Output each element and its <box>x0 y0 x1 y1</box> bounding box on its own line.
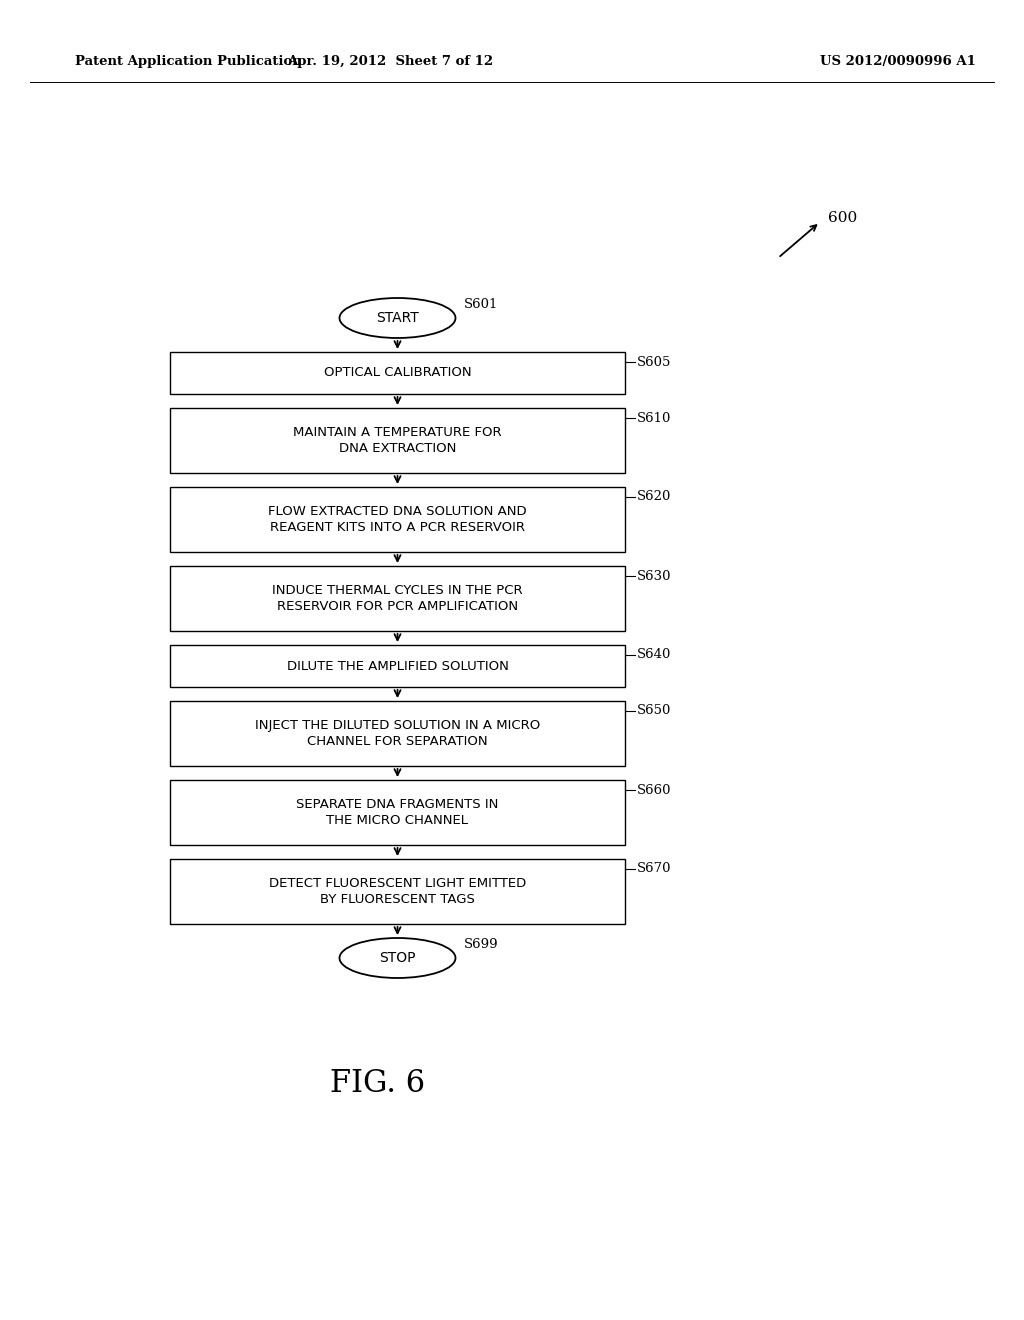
Text: S610: S610 <box>637 412 672 425</box>
Text: S670: S670 <box>637 862 672 875</box>
Text: 600: 600 <box>828 211 857 224</box>
Text: US 2012/0090996 A1: US 2012/0090996 A1 <box>820 55 976 69</box>
Text: S699: S699 <box>464 937 498 950</box>
Bar <box>170 645 625 686</box>
Bar <box>170 408 625 473</box>
Bar <box>170 487 625 552</box>
Text: Apr. 19, 2012  Sheet 7 of 12: Apr. 19, 2012 Sheet 7 of 12 <box>287 55 494 69</box>
Text: FLOW EXTRACTED DNA SOLUTION AND
REAGENT KITS INTO A PCR RESERVOIR: FLOW EXTRACTED DNA SOLUTION AND REAGENT … <box>268 504 526 535</box>
Text: S660: S660 <box>637 784 672 796</box>
Text: STOP: STOP <box>379 950 416 965</box>
Text: FIG. 6: FIG. 6 <box>330 1068 425 1098</box>
Text: Patent Application Publication: Patent Application Publication <box>75 55 302 69</box>
Text: INDUCE THERMAL CYCLES IN THE PCR
RESERVOIR FOR PCR AMPLIFICATION: INDUCE THERMAL CYCLES IN THE PCR RESERVO… <box>272 583 523 614</box>
Text: DILUTE THE AMPLIFIED SOLUTION: DILUTE THE AMPLIFIED SOLUTION <box>287 660 509 672</box>
Text: S620: S620 <box>637 491 672 503</box>
Bar <box>170 701 625 766</box>
Bar <box>170 859 625 924</box>
Text: S601: S601 <box>464 297 498 310</box>
Text: INJECT THE DILUTED SOLUTION IN A MICRO
CHANNEL FOR SEPARATION: INJECT THE DILUTED SOLUTION IN A MICRO C… <box>255 719 540 748</box>
Text: DETECT FLUORESCENT LIGHT EMITTED
BY FLUORESCENT TAGS: DETECT FLUORESCENT LIGHT EMITTED BY FLUO… <box>269 876 526 907</box>
Text: S605: S605 <box>637 355 672 368</box>
Text: OPTICAL CALIBRATION: OPTICAL CALIBRATION <box>324 367 471 380</box>
Text: START: START <box>376 312 419 325</box>
Ellipse shape <box>340 298 456 338</box>
Text: S630: S630 <box>637 569 672 582</box>
Bar <box>170 780 625 845</box>
Text: SEPARATE DNA FRAGMENTS IN
THE MICRO CHANNEL: SEPARATE DNA FRAGMENTS IN THE MICRO CHAN… <box>296 797 499 828</box>
Bar <box>170 352 625 393</box>
Text: S650: S650 <box>637 705 672 718</box>
Text: MAINTAIN A TEMPERATURE FOR
DNA EXTRACTION: MAINTAIN A TEMPERATURE FOR DNA EXTRACTIO… <box>293 426 502 455</box>
Ellipse shape <box>340 939 456 978</box>
Text: S640: S640 <box>637 648 672 661</box>
Bar <box>170 566 625 631</box>
